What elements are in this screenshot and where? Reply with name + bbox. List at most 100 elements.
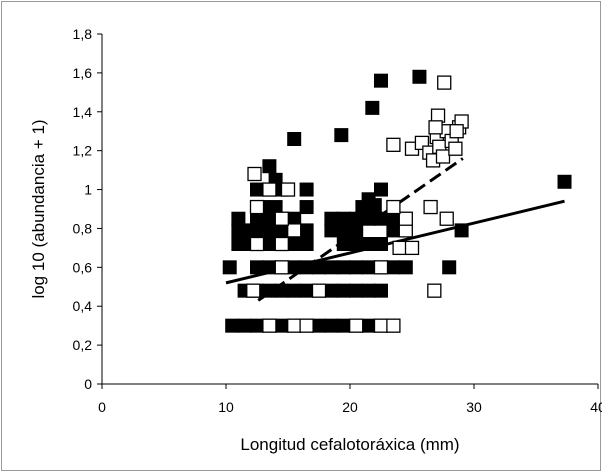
point-filled-square bbox=[386, 260, 401, 275]
point-filled-square bbox=[365, 100, 380, 115]
point-filled-square bbox=[349, 283, 364, 298]
point-open-square bbox=[373, 318, 389, 333]
point-filled-square bbox=[324, 211, 339, 226]
x-tick-label: 20 bbox=[342, 399, 358, 415]
point-open-square bbox=[246, 283, 261, 298]
point-filled-square bbox=[256, 223, 271, 238]
axes bbox=[101, 34, 598, 385]
point-filled-square bbox=[374, 283, 388, 298]
point-open-square bbox=[448, 141, 463, 156]
point-filled-square bbox=[349, 260, 364, 275]
point-filled-square bbox=[349, 237, 364, 251]
point-open-square bbox=[274, 211, 289, 226]
point-filled-square bbox=[454, 223, 469, 238]
point-open-square bbox=[392, 240, 407, 256]
point-filled-square bbox=[299, 182, 314, 197]
point-filled-square bbox=[336, 260, 351, 275]
point-filled-square bbox=[367, 198, 382, 213]
point-open-square bbox=[262, 318, 277, 333]
point-filled-square bbox=[374, 237, 388, 251]
point-open-square bbox=[435, 149, 451, 164]
point-open-square bbox=[428, 120, 443, 135]
point-filled-square bbox=[274, 283, 289, 298]
point-filled-square bbox=[412, 69, 427, 84]
point-filled-square bbox=[386, 223, 401, 238]
point-filled-square bbox=[398, 260, 413, 275]
point-filled-square bbox=[324, 318, 339, 333]
x-tick-label: 10 bbox=[218, 399, 234, 415]
point-filled-square bbox=[250, 260, 264, 275]
y-tick-label: 0,6 bbox=[73, 259, 93, 275]
y-tick-label: 1,6 bbox=[73, 65, 93, 81]
point-open-square bbox=[274, 260, 289, 275]
point-open-square bbox=[299, 318, 314, 333]
point-open-square bbox=[404, 240, 420, 256]
point-filled-square bbox=[324, 260, 339, 275]
point-filled-square bbox=[557, 174, 572, 189]
point-open-square bbox=[427, 283, 442, 298]
point-open-square bbox=[437, 75, 452, 90]
y-tick-label: 1 bbox=[84, 182, 92, 198]
x-axis-ticks: 0 10 20 30 40 bbox=[98, 384, 602, 415]
point-open-square bbox=[287, 223, 302, 238]
point-filled-square bbox=[361, 260, 376, 275]
point-filled-square bbox=[222, 260, 237, 275]
point-filled-square bbox=[374, 73, 388, 88]
point-open-square bbox=[423, 199, 438, 215]
y-tick-label: 0,2 bbox=[73, 337, 93, 353]
point-open-square bbox=[449, 124, 464, 139]
y-tick-label: 0 bbox=[84, 376, 92, 392]
point-open-square bbox=[280, 182, 296, 197]
point-filled-square bbox=[336, 283, 351, 298]
point-open-square bbox=[311, 283, 327, 298]
point-open-square bbox=[287, 318, 302, 333]
point-open-square bbox=[386, 318, 401, 333]
point-filled-square bbox=[262, 211, 277, 226]
point-filled-square bbox=[361, 211, 376, 226]
point-open-square bbox=[249, 236, 265, 252]
y-axis-ticks: 0 0,2 0,4 0,6 0,8 1 1,2 1,4 1,6 1,8 bbox=[73, 26, 102, 392]
y-tick-label: 1,4 bbox=[73, 104, 93, 120]
x-tick-label: 30 bbox=[466, 399, 482, 415]
point-open-square bbox=[373, 260, 389, 275]
point-open-square bbox=[262, 182, 277, 197]
point-filled-square bbox=[361, 237, 376, 251]
point-filled-square bbox=[336, 237, 351, 251]
point-filled-square bbox=[299, 223, 314, 238]
point-filled-square bbox=[262, 159, 277, 174]
point-filled-square bbox=[336, 211, 351, 226]
point-filled-square bbox=[237, 318, 252, 333]
point-filled-square bbox=[231, 211, 246, 226]
point-open-square bbox=[249, 199, 265, 215]
point-open-square bbox=[274, 236, 289, 252]
point-filled-square bbox=[334, 128, 349, 143]
y-tick-label: 0,8 bbox=[73, 220, 93, 236]
point-open-square bbox=[439, 211, 454, 226]
point-filled-square bbox=[225, 318, 240, 333]
point-filled-square bbox=[324, 223, 339, 238]
point-filled-square bbox=[231, 223, 246, 238]
point-filled-square bbox=[250, 182, 264, 197]
point-filled-square bbox=[262, 283, 277, 298]
point-filled-square bbox=[243, 223, 258, 238]
point-open-square bbox=[386, 199, 401, 215]
point-filled-square bbox=[324, 283, 339, 298]
point-open-square bbox=[247, 166, 262, 182]
point-filled-square bbox=[287, 260, 302, 275]
point-filled-square bbox=[250, 318, 264, 333]
point-filled-square bbox=[336, 318, 351, 333]
point-filled-square bbox=[299, 237, 314, 251]
point-filled-square bbox=[287, 132, 302, 146]
y-tick-label: 0,4 bbox=[73, 298, 93, 314]
point-open-square bbox=[398, 211, 413, 226]
point-filled-square bbox=[349, 211, 364, 226]
y-axis-title: log 10 (abundancia + 1) bbox=[29, 119, 48, 298]
point-filled-square bbox=[312, 318, 326, 333]
x-tick-label: 0 bbox=[98, 399, 106, 415]
point-open-square bbox=[386, 137, 401, 152]
point-filled-square bbox=[442, 260, 457, 275]
point-filled-square bbox=[299, 283, 314, 298]
point-filled-square bbox=[336, 223, 351, 238]
